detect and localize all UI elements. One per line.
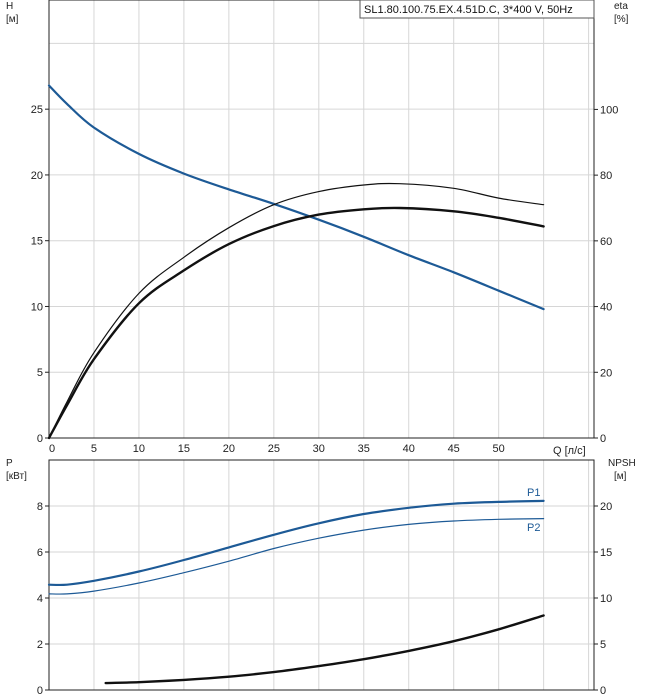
right-axis-tick-label: 60 [600, 236, 612, 248]
right-axis-tick-label: 20 [600, 501, 612, 513]
x-axis-tick-label: 50 [493, 443, 505, 455]
x-axis-tick-label: 0 [49, 443, 55, 455]
left-axis-tick-label: 25 [31, 104, 43, 116]
x-axis-tick-label: 15 [178, 443, 190, 455]
plot-frame [48, 0, 595, 439]
flow-axis-unit: Q [л/с] [553, 445, 586, 457]
x-axis-tick-label: 30 [313, 443, 325, 455]
left-axis-tick-label: 10 [31, 301, 43, 313]
curves [47, 84, 545, 685]
x-axis-tick-label: 35 [358, 443, 370, 455]
power-axis-title: P [6, 458, 13, 469]
grid [49, 0, 594, 690]
right-axis-tick-label: 15 [600, 547, 612, 559]
left-axis-tick-label: 5 [37, 367, 43, 379]
eta-axis-unit: [%] [614, 14, 629, 25]
left-axis-tick-label: 0 [37, 433, 43, 445]
left-axis-tick-label: 6 [37, 547, 43, 559]
left-axis-tick-label: 0 [37, 685, 43, 697]
left-axis-tick-label: 20 [31, 170, 43, 182]
npsh-axis-title: NPSH [608, 458, 636, 469]
series-line-0-2 [47, 206, 545, 440]
series-line-0-0 [47, 84, 545, 311]
left-axis-tick-label: 8 [37, 501, 43, 513]
right-axis-tick-label: 100 [600, 104, 618, 116]
head-axis-unit: [м] [6, 14, 19, 25]
x-axis-tick-label: 5 [91, 443, 97, 455]
x-axis-tick-label: 10 [133, 443, 145, 455]
pump-model-label: SL1.80.100.75.EX.4.51D.C, 3*400 V, 50Hz [364, 4, 573, 16]
right-axis-tick-label: 10 [600, 593, 612, 605]
left-axis-tick-label: 2 [37, 639, 43, 651]
series-label-p2: P2 [527, 522, 540, 534]
right-axis-tick-label: 0 [600, 433, 606, 445]
right-axis-tick-label: 80 [600, 170, 612, 182]
eta-axis-title: eta [614, 1, 628, 12]
x-axis-tick-label: 25 [268, 443, 280, 455]
right-axis-tick-label: 5 [600, 639, 606, 651]
plot-frame [48, 459, 595, 691]
series-line-1-1 [48, 518, 545, 595]
x-axis-tick-label: 20 [223, 443, 235, 455]
plot-frames [45, 0, 598, 691]
right-axis-tick-label: 0 [600, 685, 606, 697]
right-axis-tick-label: 20 [600, 367, 612, 379]
left-axis-tick-label: 4 [37, 593, 43, 605]
head-axis-title: H [6, 1, 13, 12]
left-axis-tick-label: 15 [31, 236, 43, 248]
x-axis-tick-label: 40 [403, 443, 415, 455]
series-line-1-0 [47, 499, 545, 587]
series-line-0-1 [48, 182, 545, 439]
series-line-1-2 [104, 614, 545, 685]
npsh-axis-unit: [м] [614, 471, 627, 482]
right-axis-tick-label: 40 [600, 302, 612, 314]
x-axis-tick-label: 45 [448, 443, 460, 455]
pump-label-box [359, 0, 595, 19]
series-label-p1: P1 [527, 487, 540, 499]
power-axis-unit: [кВт] [6, 471, 27, 482]
